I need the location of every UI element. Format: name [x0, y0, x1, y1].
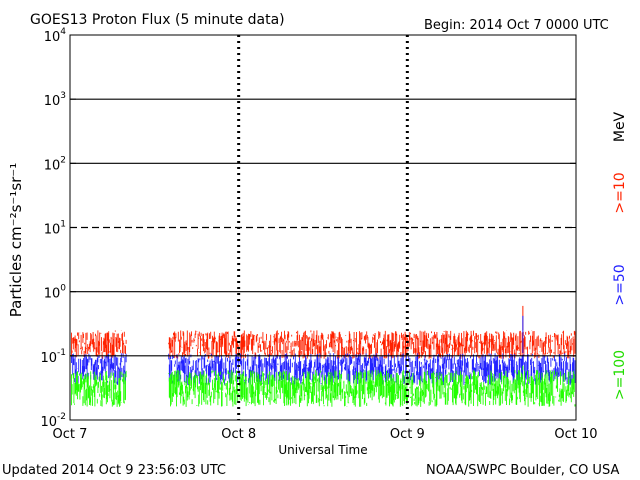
x-tick-label: Oct 8	[221, 427, 256, 442]
y-tick-label: 103	[44, 91, 66, 109]
x-tick-label: Oct 10	[554, 427, 597, 442]
y-tick-label: 100	[44, 284, 67, 302]
grid-layer	[70, 35, 576, 420]
y-tick-label: 102	[44, 155, 66, 173]
y-tick-label: 10-2	[40, 412, 66, 430]
x-tick-labels: Oct 7 Oct 8 Oct 9 Oct 10	[53, 427, 598, 442]
legend-ge10: >=10	[612, 172, 628, 213]
chart-title: GOES13 Proton Flux (5 minute data)	[30, 12, 285, 28]
y-tick-labels: 10-2 10-1 100 101 102 103 104	[40, 27, 576, 430]
series-0	[71, 305, 576, 359]
x-tick-label: Oct 7	[53, 427, 88, 442]
legend-ge100: >=100	[612, 350, 628, 400]
y-axis-label: Particles cm⁻²s⁻¹sr⁻¹	[7, 163, 25, 317]
y-tick-label: 101	[44, 220, 66, 238]
legend-ge50: >=50	[612, 264, 628, 305]
x-axis-label: Universal Time	[278, 443, 367, 457]
series-trace	[71, 370, 576, 407]
y-tick-label: 10-1	[40, 348, 66, 366]
series-layer	[71, 305, 576, 407]
updated-timestamp: Updated 2014 Oct 9 23:56:03 UTC	[2, 463, 226, 478]
credit-text: NOAA/SWPC Boulder, CO USA	[426, 463, 619, 478]
y-tick-label: 104	[44, 27, 67, 45]
begin-time: Begin: 2014 Oct 7 0000 UTC	[424, 18, 609, 33]
series-2	[71, 365, 576, 407]
legend-unit-mev: MeV	[612, 111, 628, 142]
x-tick-label: Oct 9	[390, 427, 425, 442]
series-trace	[71, 330, 576, 359]
